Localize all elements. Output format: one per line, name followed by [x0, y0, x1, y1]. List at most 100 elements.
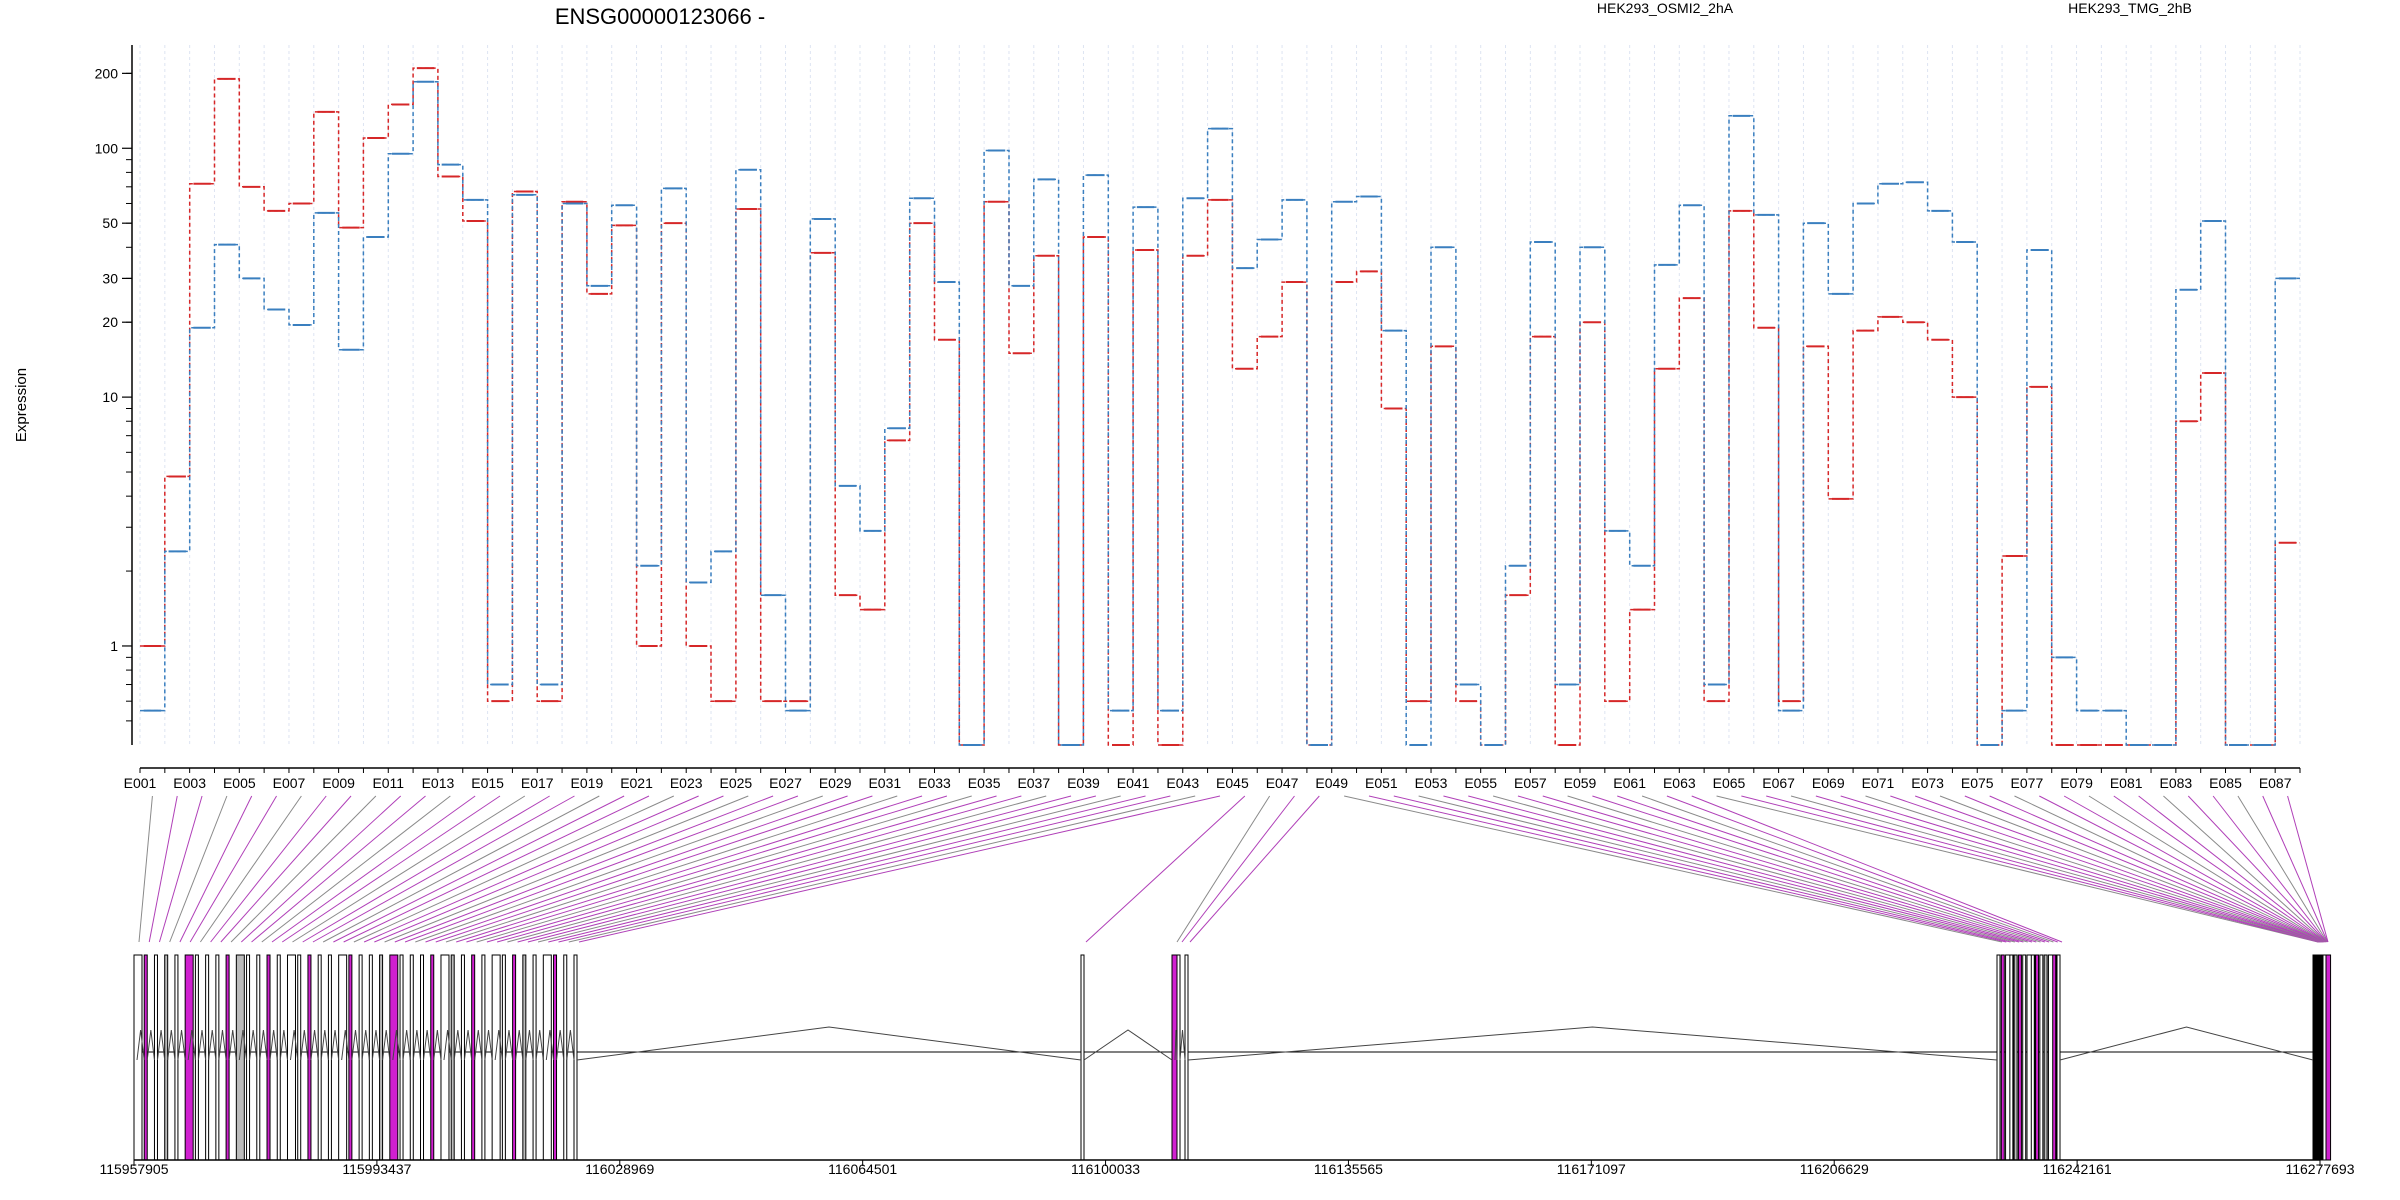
- exon-box: [225, 954, 230, 1161]
- connector-line: [251, 795, 426, 943]
- exon-box: [153, 954, 158, 1161]
- connector-line: [476, 795, 972, 943]
- exon-box: [481, 954, 486, 1161]
- connector-line: [1915, 795, 2322, 943]
- connector-line: [158, 795, 203, 943]
- connector-line: [2163, 795, 2327, 943]
- x-tick-label: E087: [2259, 775, 2292, 791]
- intron-line: [1174, 1029, 1178, 1061]
- series-lines: [140, 67, 2300, 746]
- intron-line: [136, 1029, 145, 1061]
- exon-box: [2013, 954, 2018, 1161]
- connector-line: [1567, 795, 2041, 943]
- series-line-0: [140, 67, 2300, 746]
- x-tick-label: E011: [372, 775, 404, 791]
- genomic-axis: 115957905 115993437 116028969 116064501 1161…: [99, 1159, 2355, 1177]
- x-tick-label: E043: [1166, 775, 1199, 791]
- exon-box: [471, 954, 476, 1161]
- connector-line: [517, 795, 1072, 943]
- x-axis: E001 E003 E005 E007 E009 E011 E013 E015 E017 E019…: [124, 767, 2301, 791]
- x-tick-label: E045: [1216, 775, 1249, 791]
- exon-box: [266, 954, 271, 1161]
- connector-line: [1592, 795, 2046, 943]
- intron-line: [371, 1029, 381, 1061]
- exon-box: [338, 954, 348, 1161]
- legend-entry-tmg: HEK293_TMG_2hB: [2068, 0, 2192, 16]
- intron-line: [238, 1029, 248, 1061]
- y-tick-label: 1: [110, 638, 118, 654]
- connector-line: [138, 795, 153, 943]
- connector-line: [568, 795, 1196, 943]
- connector-line: [1368, 795, 2007, 943]
- exon-box: [1996, 954, 2001, 1161]
- exon-box: [194, 954, 199, 1161]
- connector-line: [1741, 795, 2319, 943]
- connector-line: [1766, 795, 2319, 943]
- x-tick-label: E015: [471, 775, 504, 791]
- x-tick-label: E039: [1067, 775, 1100, 791]
- intron-line: [249, 1029, 258, 1061]
- x-tick-label: E081: [2110, 775, 2143, 791]
- exon-box: [297, 954, 302, 1161]
- exon-box: [2056, 954, 2061, 1161]
- connector-line: [2063, 795, 2325, 943]
- connector-line: [2138, 795, 2326, 943]
- x-tick-label: E085: [2209, 775, 2242, 791]
- connector-line: [1890, 795, 2322, 943]
- exon-box: [501, 954, 506, 1161]
- genomic-tick-label: 116171097: [1557, 1161, 1626, 1177]
- intron-line: [412, 1029, 422, 1061]
- exon-box: [276, 954, 281, 1161]
- y-tick-label: 100: [95, 140, 119, 156]
- exon-box: [368, 954, 373, 1161]
- connector-line: [445, 795, 898, 943]
- x-tick-label: E069: [1812, 775, 1845, 791]
- exon-box: [2000, 954, 2005, 1161]
- connector-line: [486, 795, 997, 943]
- genomic-tick-label: 115993437: [342, 1161, 411, 1177]
- connector-line: [220, 795, 352, 943]
- y-tick-label: 200: [95, 65, 119, 81]
- x-tick-label: E063: [1663, 775, 1696, 791]
- x-tick-label: E029: [819, 775, 852, 791]
- x-tick-label: E047: [1266, 775, 1299, 791]
- connector-line: [2014, 795, 2324, 943]
- y-axis-label: Expression: [13, 368, 30, 442]
- connector-line: [240, 795, 402, 943]
- exon-box: [1184, 954, 1189, 1161]
- connector-line: [497, 795, 1022, 943]
- exon-box: [205, 954, 210, 1161]
- intron-line: [361, 1029, 370, 1061]
- intron-line: [402, 1029, 411, 1061]
- genomic-tick-label: 116064501: [828, 1161, 897, 1177]
- exon-box: [2035, 954, 2040, 1161]
- x-tick-label: E007: [273, 775, 306, 791]
- x-tick-label: E027: [769, 775, 802, 791]
- x-tick-label: E061: [1613, 775, 1646, 791]
- exon-box: [2322, 954, 2327, 1161]
- exon-box: [2009, 954, 2014, 1161]
- intron-line: [474, 1029, 483, 1061]
- connector-line: [548, 795, 1146, 943]
- intron-line: [177, 1029, 186, 1061]
- connector-line: [1176, 795, 1271, 943]
- intron-line: [2059, 1026, 2314, 1061]
- intron-line: [515, 1029, 524, 1061]
- intron-line: [259, 1029, 268, 1061]
- connector-line: [2088, 795, 2325, 943]
- x-tick-label: E077: [2011, 775, 2044, 791]
- connector-line: [353, 795, 675, 943]
- x-tick-label: E075: [1961, 775, 1994, 791]
- connector-line: [2287, 795, 2329, 943]
- connector-line: [1840, 795, 2321, 943]
- x-tick-label: E021: [620, 775, 653, 791]
- connector-line: [2237, 795, 2328, 943]
- x-tick-label: E013: [422, 775, 455, 791]
- connector-line: [1181, 795, 1295, 943]
- connector-line: [1344, 795, 2003, 943]
- x-tick-label: E009: [322, 775, 355, 791]
- intron-line: [545, 1029, 555, 1061]
- intron-line: [156, 1029, 166, 1061]
- x-tick-label: E017: [521, 775, 554, 791]
- exon-box: [286, 954, 296, 1161]
